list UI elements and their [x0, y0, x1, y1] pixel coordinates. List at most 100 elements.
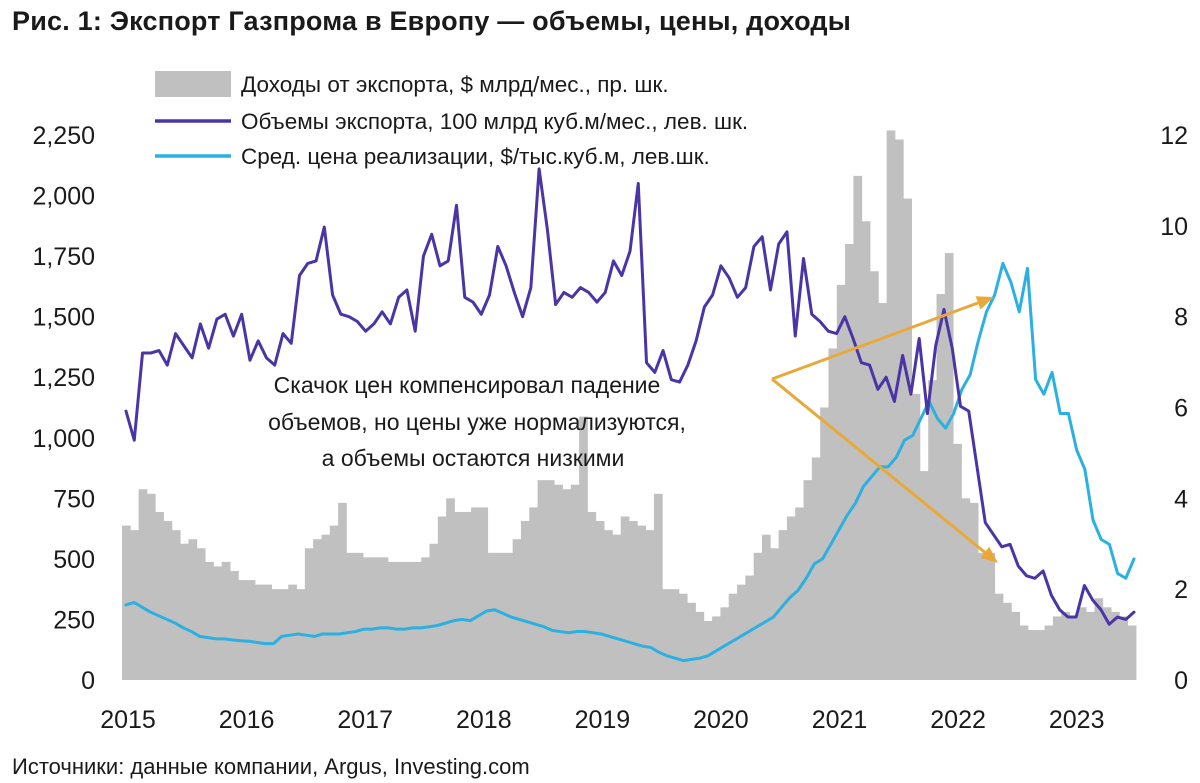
revenue-bar: [313, 539, 322, 680]
revenue-bar: [1003, 602, 1012, 680]
left-axis-tick-label: 2,250: [32, 122, 95, 150]
axes: 0 250 500 750 1,000 1,250 1,500 1,750 2,000 2,250…: [32, 122, 1188, 734]
revenue-bar: [371, 557, 381, 681]
revenue-bar: [122, 525, 131, 680]
revenue-bar: [346, 552, 356, 680]
revenue-bar: [861, 221, 871, 681]
revenue-bar: [454, 511, 464, 680]
revenue-bar: [545, 480, 555, 680]
x-axis-tick-label: 2020: [693, 706, 749, 734]
revenue-bar: [961, 498, 971, 680]
revenue-bar: [512, 539, 522, 680]
revenue-bar: [238, 580, 248, 680]
left-axis-tick-label: 2,000: [32, 183, 95, 211]
x-axis-tick-label: 2019: [575, 706, 631, 734]
revenue-bar: [412, 561, 422, 680]
revenue-bar: [1036, 630, 1045, 680]
right-axis-tick-label: 12: [1160, 122, 1188, 150]
volume-line: [124, 167, 1136, 626]
revenue-bar: [1127, 625, 1137, 680]
revenue-bar: [396, 561, 405, 680]
right-axis-tick-label: 10: [1160, 213, 1188, 241]
revenue-bars: [122, 130, 1137, 681]
revenue-bar: [1086, 611, 1095, 681]
revenue-bar: [761, 534, 771, 680]
revenue-bar: [878, 303, 888, 680]
revenue-bar: [1027, 630, 1037, 680]
annotation-text-line: Скачок цен компенсировал падение: [274, 372, 661, 398]
revenue-bar: [230, 571, 239, 680]
revenue-bar: [188, 539, 198, 680]
revenue-bar: [1044, 625, 1054, 680]
revenue-bar: [537, 480, 547, 680]
right-axis-tick-label: 2: [1174, 576, 1188, 604]
revenue-bar: [703, 620, 713, 680]
revenue-bar: [570, 484, 580, 680]
revenue-bar: [246, 580, 256, 680]
revenue-bar: [595, 521, 605, 680]
revenue-bar: [213, 566, 223, 680]
right-axis-tick-label: 6: [1174, 395, 1188, 423]
revenue-bar: [354, 552, 364, 680]
revenue-bar: [712, 616, 721, 680]
revenue-bar: [163, 521, 173, 680]
revenue-bar: [1061, 611, 1070, 681]
revenue-bar: [620, 516, 630, 680]
revenue-bar: [919, 471, 929, 680]
revenue-bar: [338, 502, 347, 681]
revenue-bar: [529, 507, 538, 680]
left-axis-tick-label: 1,000: [32, 425, 95, 453]
left-axis-tick-label: 0: [81, 667, 95, 695]
revenue-bar: [271, 589, 281, 680]
revenue-bar: [421, 557, 430, 681]
annotation-arrow-down-shaft: [771, 377, 986, 554]
revenue-bar: [936, 293, 946, 680]
chart-title: Рис. 1: Экспорт Газпрома в Европу — объе…: [12, 6, 851, 36]
x-axis-tick-label: 2021: [812, 706, 868, 734]
right-axis-tick-label: 8: [1174, 304, 1188, 332]
revenue-bar: [953, 443, 962, 680]
revenue-bar: [321, 534, 331, 680]
left-axis-tick-label: 1,500: [32, 304, 95, 332]
revenue-bar: [263, 584, 273, 681]
revenue-bar: [637, 525, 647, 680]
revenue-bar: [1094, 598, 1104, 680]
annotation-arrow-up-head: [975, 296, 994, 310]
revenue-bar: [928, 380, 937, 680]
revenue-bar: [429, 543, 439, 680]
revenue-bar: [969, 502, 979, 681]
revenue-bar: [462, 511, 472, 680]
revenue-bar: [487, 552, 497, 680]
revenue-bar: [811, 457, 821, 680]
revenue-bar: [695, 611, 705, 681]
series-lines: [124, 167, 1136, 663]
revenue-bar: [629, 521, 638, 680]
revenue-bar: [678, 593, 688, 680]
annotation: Скачок цен компенсировал падение объемов,…: [268, 296, 998, 563]
revenue-bar: [670, 589, 680, 680]
right-axis-tick-label: 0: [1174, 667, 1188, 695]
revenue-bar: [155, 511, 164, 680]
x-axis-tick-label: 2016: [219, 706, 275, 734]
revenue-bar: [554, 484, 563, 680]
source-note: Источники: данные компании, Argus, Inves…: [12, 754, 530, 779]
revenue-bar: [944, 253, 954, 680]
x-axis-tick-label: 2015: [100, 706, 156, 734]
revenue-bar: [828, 348, 838, 680]
revenue-bar: [803, 480, 813, 680]
price-line: [124, 261, 1136, 663]
revenue-bar: [254, 584, 264, 681]
revenue-bar: [171, 530, 181, 681]
revenue-bar: [379, 557, 389, 681]
revenue-bar: [288, 584, 297, 681]
revenue-bar: [579, 416, 588, 680]
revenue-bar: [446, 498, 455, 680]
revenue-bar: [1077, 607, 1087, 680]
revenue-bar: [1011, 611, 1021, 681]
revenue-bar: [820, 407, 829, 680]
annotation-arrow-down-head: [980, 546, 998, 563]
revenue-bar: [1102, 607, 1112, 680]
revenue-bar: [853, 175, 863, 680]
revenue-bar: [221, 561, 231, 680]
